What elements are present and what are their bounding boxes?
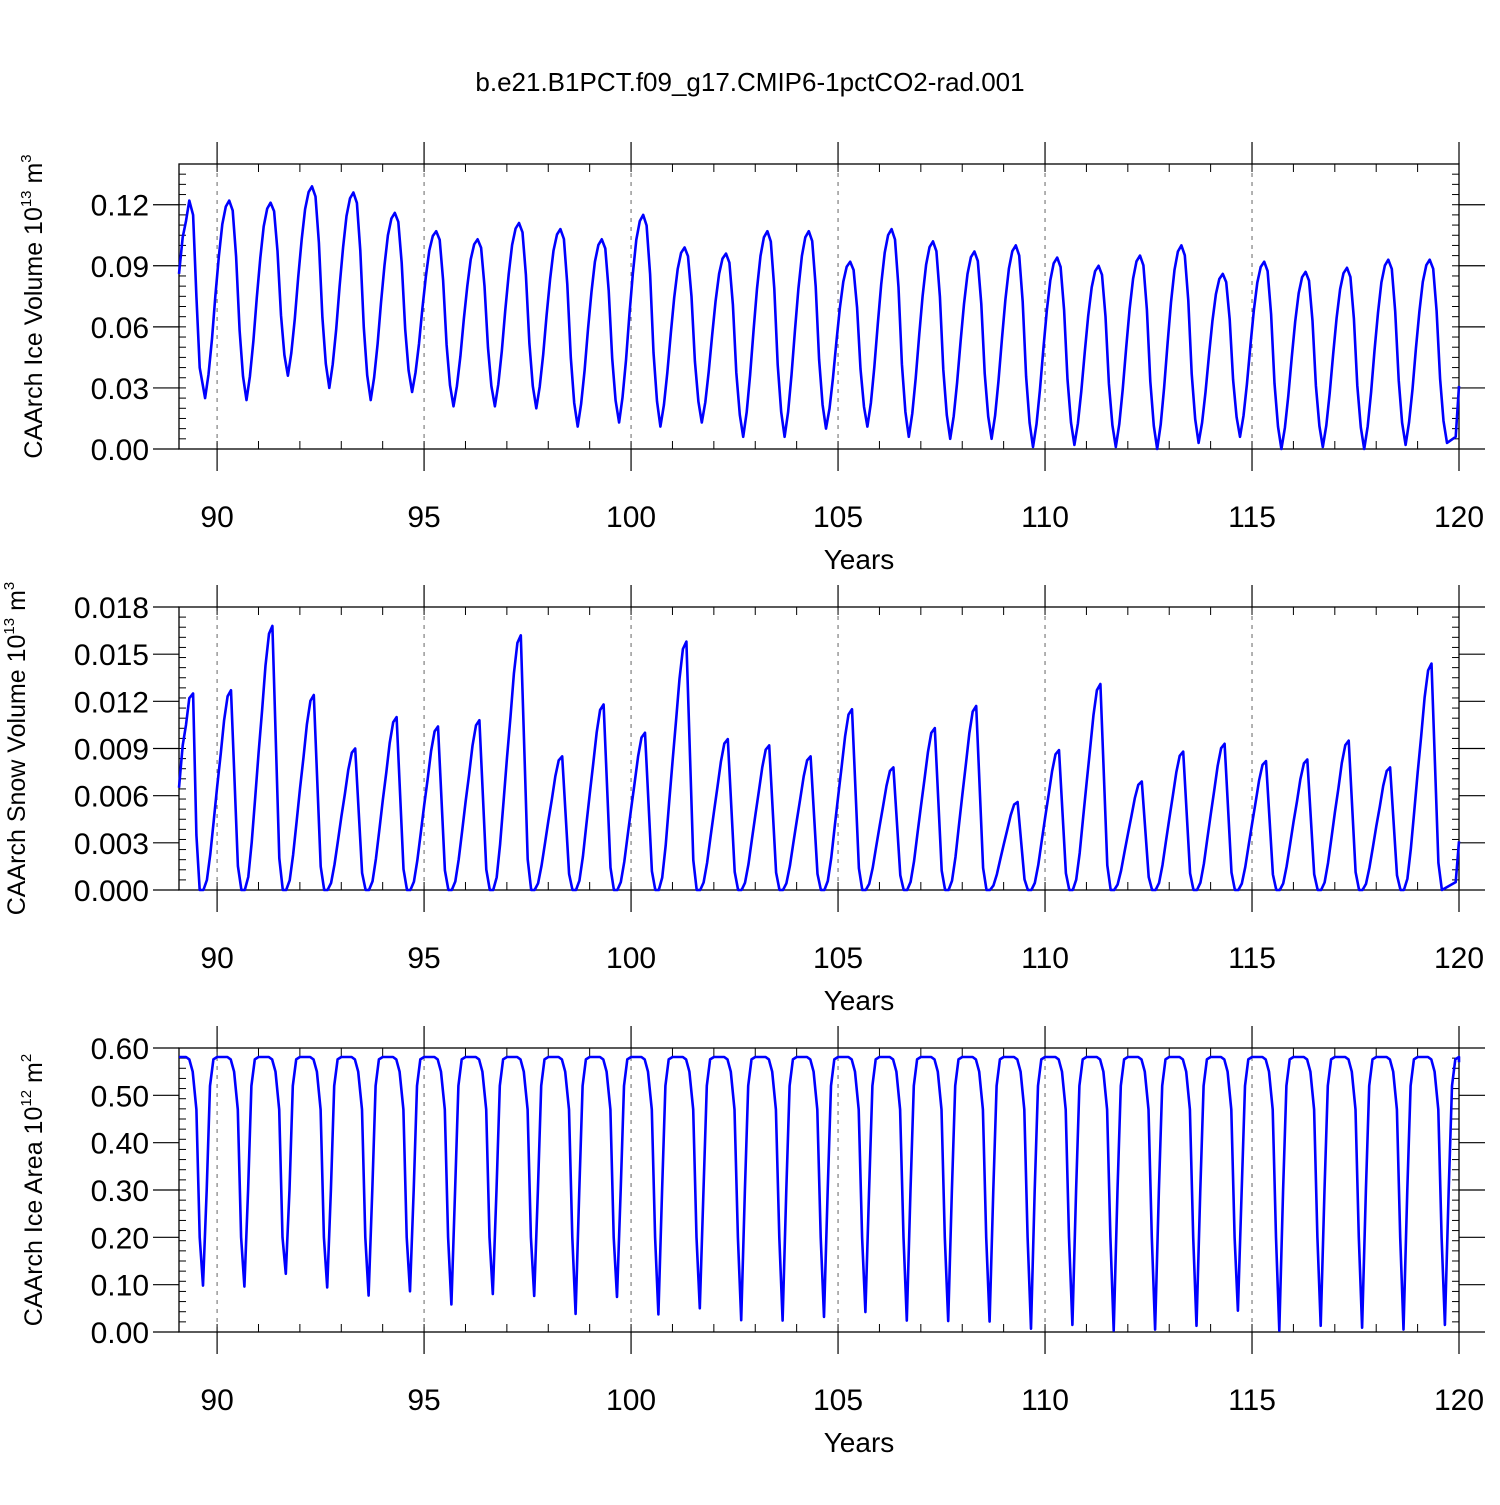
x-tick-label: 115 <box>1228 501 1276 534</box>
y-tick-label: 0.40 <box>91 1128 149 1161</box>
y-tick-label: 0.03 <box>91 373 149 406</box>
x-tick-label: 115 <box>1228 942 1276 975</box>
y-tick-label: 0.012 <box>74 686 149 719</box>
x-tick-label: 120 <box>1434 942 1484 975</box>
x-tick-label: 100 <box>606 942 656 975</box>
plot-frame <box>178 606 1460 891</box>
x-tick-label: 95 <box>407 501 440 534</box>
y-axis-label: CAArch Snow Volume 1013 m3 <box>1 582 31 916</box>
y-tick-label: 0.06 <box>91 312 149 345</box>
x-tick-label: 105 <box>813 1384 863 1417</box>
y-tick-label: 0.015 <box>74 639 149 672</box>
x-tick-label: 110 <box>1021 942 1069 975</box>
x-tick-label: 110 <box>1021 501 1069 534</box>
y-tick-label: 0.30 <box>91 1175 149 1208</box>
x-tick-label: 110 <box>1021 1384 1069 1417</box>
plot-frame <box>178 1047 1460 1333</box>
x-axis-label: Years <box>824 544 895 575</box>
x-tick-label: 95 <box>407 942 440 975</box>
y-tick-label: 0.018 <box>74 592 149 625</box>
y-tick-label: 0.09 <box>91 251 149 284</box>
y-tick-label: 0.20 <box>91 1222 149 1255</box>
x-tick-label: 105 <box>813 501 863 534</box>
x-tick-label: 90 <box>200 501 233 534</box>
y-tick-label: 0.50 <box>91 1080 149 1113</box>
y-axis-label: CAArch Ice Area 1012 m2 <box>18 1054 48 1326</box>
series-line <box>177 185 1461 451</box>
y-tick-label: 0.10 <box>91 1270 149 1303</box>
x-tick-label: 120 <box>1434 1384 1484 1417</box>
x-tick-label: 120 <box>1434 501 1484 534</box>
chart-panel-1: 0.00 0.03 0.06 0.09 0.12 90 95 100 105 110 115 120 Y… <box>18 142 1485 575</box>
y-tick-label: 0.003 <box>74 828 149 861</box>
y-axis-label: CAArch Ice Volume 1013 m3 <box>18 154 48 458</box>
x-axis-label: Years <box>824 1427 895 1458</box>
series-line <box>177 624 1461 892</box>
x-tick-label: 90 <box>200 1384 233 1417</box>
chart-title: b.e21.B1PCT.f09_g17.CMIP6-1pctCO2-rad.00… <box>475 67 1024 97</box>
y-tick-label: 0.60 <box>91 1033 149 1066</box>
x-axis-label: Years <box>824 985 895 1016</box>
x-tick-label: 105 <box>813 942 863 975</box>
y-tick-label: 0.009 <box>74 734 149 767</box>
y-tick-label: 0.000 <box>74 875 149 908</box>
series-line <box>179 1055 1461 1332</box>
x-tick-label: 115 <box>1228 1384 1276 1417</box>
x-tick-label: 100 <box>606 1384 656 1417</box>
x-tick-label: 100 <box>606 501 656 534</box>
chart-panel-3: 0.00 0.10 0.20 0.30 0.40 0.50 0.60 90 95 100 105 11… <box>18 1026 1485 1458</box>
chart-panel-2: 0.000 0.003 0.006 0.009 0.012 0.015 0.018 90 95 1… <box>1 582 1485 1016</box>
y-tick-label: 0.006 <box>74 781 149 814</box>
x-tick-label: 90 <box>200 942 233 975</box>
plot-frame <box>178 163 1460 450</box>
y-tick-label: 0.00 <box>91 434 149 467</box>
x-tick-label: 95 <box>407 1384 440 1417</box>
y-tick-label: 0.12 <box>91 190 149 223</box>
y-tick-label: 0.00 <box>91 1317 149 1350</box>
